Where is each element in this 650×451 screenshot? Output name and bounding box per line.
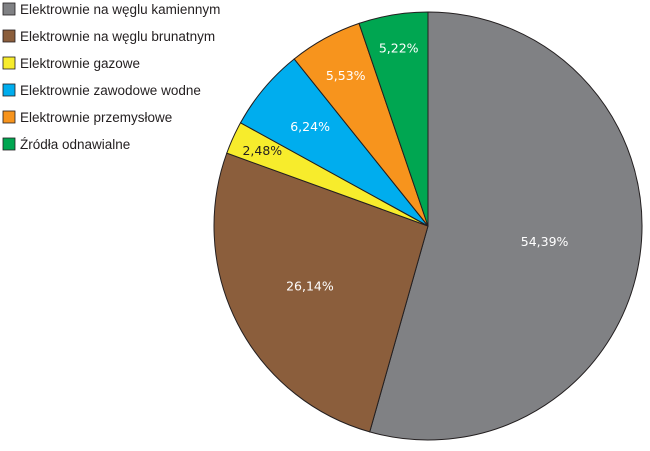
slice-value-label: 26,14% [286,279,334,294]
legend-item: Źródła odnawialne [2,137,130,152]
legend-label: Elektrownie gazowe [20,56,140,71]
pie-slice [358,11,429,227]
legend-swatch [2,56,16,70]
slice-value-label: 2,48% [242,143,282,158]
slice-value-label: 5,22% [379,41,419,56]
legend-item: Elektrownie na węglu kamiennym [2,2,220,17]
legend-label: Źródła odnawialne [20,137,130,152]
legend-swatch [2,29,16,43]
legend-label: Elektrownie na węglu brunatnym [20,29,215,44]
pie-slices [213,11,643,441]
legend-label: Elektrownie przemysłowe [20,110,172,125]
pie-slice [213,152,429,433]
legend-item: Elektrownie przemysłowe [2,110,172,125]
legend-item: Elektrownie zawodowe wodne [2,83,201,98]
slice-value-label: 54,39% [521,234,569,249]
legend-label: Elektrownie na węglu kamiennym [20,2,220,17]
pie-slice [369,11,643,441]
legend-item: Elektrownie na węglu brunatnym [2,29,215,44]
legend-item: Elektrownie gazowe [2,56,140,71]
legend-label: Elektrownie zawodowe wodne [20,83,201,98]
pie-slice-labels: 54,39% 26,14% 2,48% 6,24% 5,53% 5,22% [242,41,568,294]
legend-swatch [2,137,16,151]
legend-swatch [2,83,16,97]
slice-value-label: 6,24% [290,119,330,134]
legend: Elektrownie na węglu kamiennym Elektrowni… [2,2,220,152]
slice-value-label: 5,53% [326,68,366,83]
legend-swatch [2,110,16,124]
legend-swatch [2,2,16,16]
